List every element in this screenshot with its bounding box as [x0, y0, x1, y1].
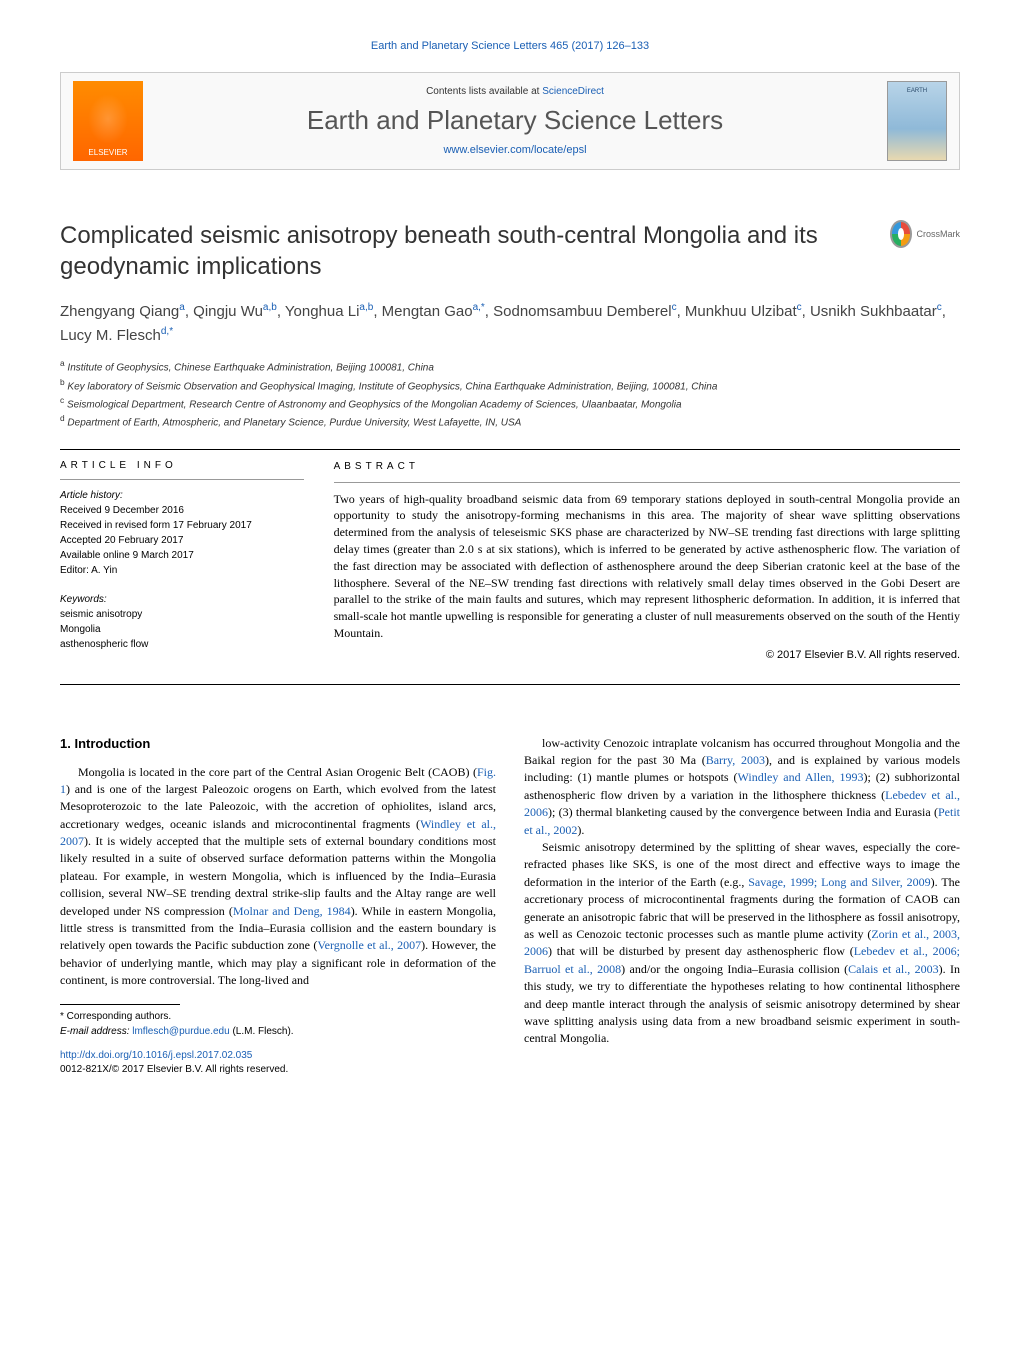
- citation-link[interactable]: Earth and Planetary Science Letters 465 …: [371, 40, 649, 52]
- contents-prefix: Contents lists available at: [426, 86, 542, 97]
- abstract-label: ABSTRACT: [334, 460, 960, 474]
- abstract-copyright: © 2017 Elsevier B.V. All rights reserved…: [334, 648, 960, 663]
- elsevier-text: ELSEVIER: [88, 148, 127, 157]
- history-block: Article history: Received 9 December 201…: [60, 488, 304, 578]
- info-label: ARTICLE INFO: [60, 460, 304, 471]
- keyword: Mongolia: [60, 622, 304, 637]
- corresponding-note: * Corresponding authors.: [60, 1009, 496, 1024]
- para-2: low-activity Cenozoic intraplate volcani…: [524, 735, 960, 839]
- crossmark-icon: [890, 220, 912, 248]
- history-line: Available online 9 March 2017: [60, 548, 304, 563]
- doi-block: http://dx.doi.org/10.1016/j.epsl.2017.02…: [60, 1049, 496, 1077]
- elsevier-logo: ELSEVIER: [73, 81, 143, 161]
- info-abstract-row: ARTICLE INFO Article history: Received 9…: [60, 460, 960, 666]
- article-info: ARTICLE INFO Article history: Received 9…: [60, 460, 304, 666]
- keywords-header: Keywords:: [60, 592, 304, 607]
- journal-name: Earth and Planetary Science Letters: [143, 105, 887, 136]
- journal-cover: EARTH: [887, 81, 947, 161]
- history-line: Editor: A. Yin: [60, 563, 304, 578]
- crossmark-label: CrossMark: [916, 229, 960, 239]
- footer-rule: [60, 1004, 180, 1005]
- para-3: Seismic anisotropy determined by the spl…: [524, 839, 960, 1048]
- journal-header: ELSEVIER Contents lists available at Sci…: [60, 72, 960, 170]
- affiliation-line: a Institute of Geophysics, Chinese Earth…: [60, 357, 960, 375]
- contents-line: Contents lists available at ScienceDirec…: [143, 86, 887, 97]
- email-link[interactable]: lmflesch@purdue.edu: [132, 1026, 229, 1037]
- doi-link[interactable]: http://dx.doi.org/10.1016/j.epsl.2017.02…: [60, 1050, 252, 1061]
- body-text: 1. Introduction Mongolia is located in t…: [60, 735, 960, 1077]
- affiliation-line: b Key laboratory of Seismic Observation …: [60, 376, 960, 394]
- authors: Zhengyang Qianga, Qingju Wua,b, Yonghua …: [60, 300, 960, 347]
- history-line: Received 9 December 2016: [60, 503, 304, 518]
- abstract: ABSTRACT Two years of high-quality broad…: [334, 460, 960, 666]
- title-row: Complicated seismic anisotropy beneath s…: [60, 220, 960, 282]
- rule-bottom: [60, 684, 960, 685]
- email-line: E-mail address: lmflesch@purdue.edu (L.M…: [60, 1024, 496, 1039]
- corresponding-footer: * Corresponding authors. E-mail address:…: [60, 1004, 496, 1077]
- crossmark-badge[interactable]: CrossMark: [890, 220, 960, 248]
- section1-header: 1. Introduction: [60, 735, 496, 754]
- para-1: Mongolia is located in the core part of …: [60, 764, 496, 990]
- header-center: Contents lists available at ScienceDirec…: [143, 86, 887, 156]
- journal-citation: Earth and Planetary Science Letters 465 …: [60, 40, 960, 52]
- history-line: Received in revised form 17 February 201…: [60, 518, 304, 533]
- history-line: Accepted 20 February 2017: [60, 533, 304, 548]
- keywords-block: Keywords: seismic anisotropyMongoliaasth…: [60, 592, 304, 652]
- article-title: Complicated seismic anisotropy beneath s…: [60, 220, 890, 282]
- email-label: E-mail address:: [60, 1026, 132, 1037]
- abstract-text: Two years of high-quality broadband seis…: [334, 491, 960, 642]
- elsevier-tree-icon: [88, 94, 128, 144]
- email-person: (L.M. Flesch).: [230, 1026, 294, 1037]
- sciencedirect-link[interactable]: ScienceDirect: [542, 86, 604, 97]
- keyword: seismic anisotropy: [60, 607, 304, 622]
- affiliation-line: d Department of Earth, Atmospheric, and …: [60, 412, 960, 430]
- info-rule: [60, 479, 304, 480]
- cover-text: EARTH: [907, 88, 927, 94]
- affiliation-line: c Seismological Department, Research Cen…: [60, 394, 960, 412]
- history-header: Article history:: [60, 488, 304, 503]
- keyword: asthenospheric flow: [60, 637, 304, 652]
- issn-line: 0012-821X/© 2017 Elsevier B.V. All right…: [60, 1064, 288, 1075]
- abstract-rule: [334, 482, 960, 483]
- journal-homepage-link[interactable]: www.elsevier.com/locate/epsl: [443, 144, 586, 156]
- rule-top: [60, 449, 960, 450]
- affiliations: a Institute of Geophysics, Chinese Earth…: [60, 357, 960, 430]
